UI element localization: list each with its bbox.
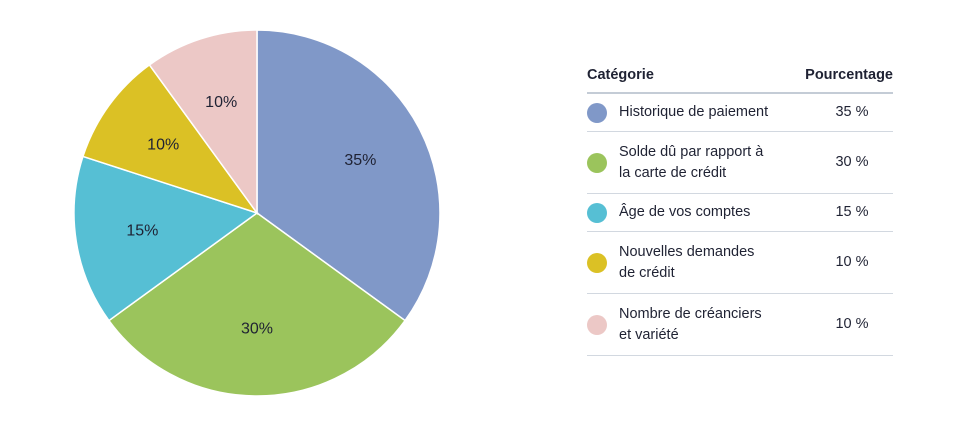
legend-category-line: de crédit	[619, 264, 675, 281]
legend-category-line: la carte de crédit	[619, 164, 727, 181]
legend-category-line: Nombre de créanciers	[619, 305, 762, 322]
legend-category: Solde dû par rapport à la carte de crédit	[619, 142, 811, 184]
pie-slice-label-4: 10%	[147, 136, 179, 153]
legend-swatch	[587, 314, 607, 335]
legend-category-line: Nouvelles demandes	[619, 243, 755, 260]
legend-table: Catégorie Pourcentage Historique de paie…	[587, 58, 893, 356]
pie-slice-label-3: 15%	[126, 223, 158, 240]
legend-category: Nombre de créanciers et variété	[619, 304, 811, 346]
pie-slice-label-5: 10%	[205, 94, 237, 111]
legend-header-category: Catégorie	[587, 67, 654, 83]
legend-row: Historique de paiement 35 %	[587, 94, 893, 132]
legend-header: Catégorie Pourcentage	[587, 58, 893, 94]
legend-row: Nouvelles demandes de crédit 10 %	[587, 232, 893, 294]
pie-slice-label-2: 30%	[241, 321, 273, 338]
pie-slice-5	[148, 29, 258, 216]
legend-category-line: Solde dû par rapport à	[619, 143, 764, 160]
pie-chart: 35% 30% 15% 10% 10%	[73, 29, 441, 397]
legend-percent: 15 %	[835, 204, 869, 220]
pie-slice-4	[82, 63, 259, 215]
pie-slice-label-1: 35%	[344, 152, 376, 169]
legend-swatch	[587, 202, 607, 223]
legend-category-line: et variété	[619, 326, 679, 343]
legend-percent: 10 %	[835, 254, 869, 270]
pie-slice-2	[107, 212, 407, 397]
legend-header-percentage: Pourcentage	[805, 67, 893, 83]
legend-category: Nouvelles demandes de crédit	[619, 242, 811, 284]
legend-swatch	[587, 252, 607, 273]
legend-category: Historique de paiement	[619, 102, 811, 123]
legend-category-line: Âge de vos comptes	[619, 204, 751, 220]
legend-swatch	[587, 152, 607, 173]
legend-percent: 10 %	[835, 316, 869, 332]
legend-percent: 35 %	[835, 104, 869, 120]
legend-row: Solde dû par rapport à la carte de crédit…	[587, 132, 893, 194]
legend-swatch	[587, 102, 607, 123]
legend-category-line: Historique de paiement	[619, 104, 769, 120]
legend-percent: 30 %	[835, 154, 869, 170]
pie-slice-1	[256, 29, 441, 322]
legend-category: Âge de vos comptes	[619, 202, 811, 223]
legend-row: Nombre de créanciers et variété 10 %	[587, 294, 893, 356]
legend-row: Âge de vos comptes 15 %	[587, 194, 893, 232]
pie-slice-3	[73, 155, 259, 322]
